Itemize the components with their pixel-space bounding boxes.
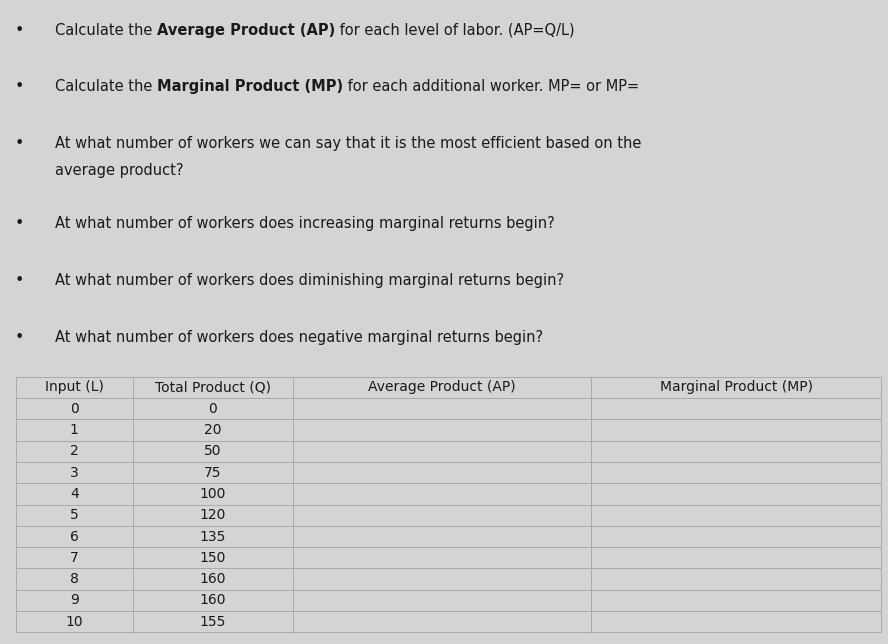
Bar (591, 505, 881, 526)
Bar (591, 611, 881, 632)
Text: 50: 50 (204, 444, 221, 459)
Text: 155: 155 (200, 615, 226, 629)
Text: for each additional worker. MP= or MP=: for each additional worker. MP= or MP= (343, 79, 639, 94)
Bar (293, 526, 591, 547)
Text: 150: 150 (200, 551, 226, 565)
Bar (16, 462, 132, 483)
Text: 8: 8 (70, 572, 79, 586)
Text: 3: 3 (70, 466, 79, 480)
Bar (16, 547, 132, 569)
Bar (16, 505, 132, 526)
Bar (293, 611, 591, 632)
Text: 10: 10 (66, 615, 83, 629)
Bar (16, 483, 132, 505)
Text: 160: 160 (200, 594, 226, 607)
Bar (591, 590, 881, 611)
Bar (16, 590, 132, 611)
Bar (132, 569, 293, 590)
Text: 100: 100 (200, 487, 226, 501)
Text: At what number of workers does negative marginal returns begin?: At what number of workers does negative … (55, 330, 543, 345)
Bar (132, 590, 293, 611)
Bar (16, 377, 132, 398)
Text: At what number of workers does increasing marginal returns begin?: At what number of workers does increasin… (55, 216, 555, 231)
Bar (591, 526, 881, 547)
Text: average product?: average product? (55, 163, 184, 178)
Text: Marginal Product (MP): Marginal Product (MP) (157, 79, 343, 94)
Text: 20: 20 (204, 423, 221, 437)
Text: 0: 0 (70, 402, 79, 415)
Bar (591, 483, 881, 505)
Text: 120: 120 (200, 508, 226, 522)
Text: Calculate the: Calculate the (55, 23, 157, 37)
Bar (16, 611, 132, 632)
Text: 160: 160 (200, 572, 226, 586)
Text: •: • (15, 23, 24, 37)
Bar (293, 547, 591, 569)
Bar (293, 569, 591, 590)
Bar (16, 569, 132, 590)
Bar (16, 398, 132, 419)
Bar (293, 590, 591, 611)
Bar (132, 462, 293, 483)
Bar (293, 398, 591, 419)
Text: Calculate the: Calculate the (55, 79, 157, 94)
Text: At what number of workers we can say that it is the most efficient based on the: At what number of workers we can say tha… (55, 136, 641, 151)
Bar (591, 398, 881, 419)
Text: •: • (15, 330, 24, 345)
Bar (591, 419, 881, 440)
Bar (16, 419, 132, 440)
Bar (132, 611, 293, 632)
Bar (132, 505, 293, 526)
Text: 6: 6 (70, 529, 79, 544)
Text: for each level of labor. (AP=Q/L): for each level of labor. (AP=Q/L) (336, 23, 575, 37)
Text: 5: 5 (70, 508, 79, 522)
Bar (132, 547, 293, 569)
Text: 75: 75 (204, 466, 221, 480)
Text: 0: 0 (209, 402, 218, 415)
Bar (16, 526, 132, 547)
Text: Average Product (AP): Average Product (AP) (157, 23, 336, 37)
Text: Average Product (AP): Average Product (AP) (369, 381, 516, 394)
Bar (591, 377, 881, 398)
Text: •: • (15, 216, 24, 231)
Bar (16, 440, 132, 462)
Bar (132, 398, 293, 419)
Bar (132, 419, 293, 440)
Text: At what number of workers does diminishing marginal returns begin?: At what number of workers does diminishi… (55, 273, 564, 288)
Bar (591, 440, 881, 462)
Text: Input (L): Input (L) (45, 381, 104, 394)
Bar (132, 440, 293, 462)
Text: 9: 9 (70, 594, 79, 607)
Text: 135: 135 (200, 529, 226, 544)
Text: 2: 2 (70, 444, 79, 459)
Text: Marginal Product (MP): Marginal Product (MP) (660, 381, 813, 394)
Bar (293, 505, 591, 526)
Text: •: • (15, 136, 24, 151)
Bar (591, 547, 881, 569)
Bar (293, 377, 591, 398)
Bar (293, 440, 591, 462)
Bar (591, 569, 881, 590)
Text: 7: 7 (70, 551, 79, 565)
Text: •: • (15, 273, 24, 288)
Bar (132, 526, 293, 547)
Text: •: • (15, 79, 24, 94)
Bar (293, 419, 591, 440)
Text: 4: 4 (70, 487, 79, 501)
Bar (132, 377, 293, 398)
Bar (132, 483, 293, 505)
Text: 1: 1 (70, 423, 79, 437)
Bar (293, 483, 591, 505)
Bar (591, 462, 881, 483)
Bar (293, 462, 591, 483)
Text: Total Product (Q): Total Product (Q) (155, 381, 271, 394)
